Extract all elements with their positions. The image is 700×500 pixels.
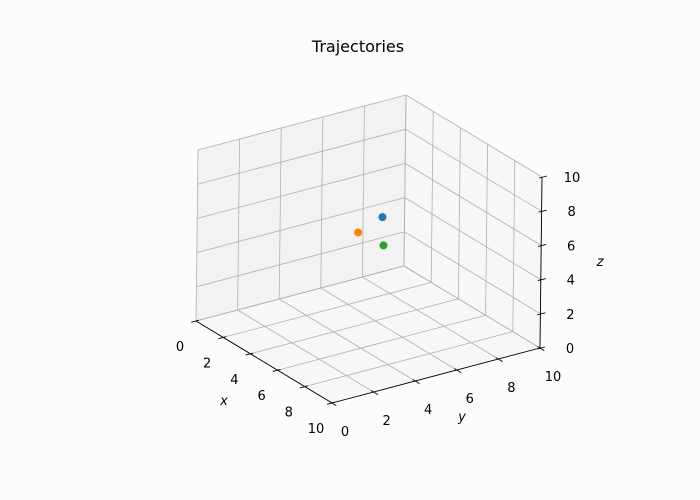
grid-line-x-side: [485, 144, 488, 316]
grid-line-x-side: [430, 111, 434, 283]
grid-line-z-back: [197, 94, 407, 151]
data-point-series-2: [354, 228, 363, 237]
y-tick: [329, 401, 337, 406]
grid-line-z-side: [405, 94, 543, 178]
z-tick-label: 6: [567, 239, 575, 254]
grid-line-y-floor: [237, 309, 374, 393]
pane-side-xz: [404, 95, 542, 348]
grid-line-z-side: [405, 128, 542, 212]
z-tick: [538, 243, 547, 247]
y-tick-label: 8: [507, 381, 515, 396]
grid-lines: [195, 94, 543, 404]
grid-line-z-back: [197, 128, 406, 185]
x-tick: [272, 368, 281, 372]
grid-line-z-back: [197, 163, 406, 219]
axis-lines: [195, 176, 543, 404]
z-tick-label: 8: [567, 205, 575, 220]
grid-line-x-side: [512, 160, 516, 332]
x-axis-label: x: [219, 394, 228, 409]
x-tick: [299, 385, 308, 389]
x-tick-label: 0: [176, 340, 184, 355]
z-axis-label: z: [596, 255, 605, 270]
grid-line-x-floor: [223, 282, 432, 338]
grid-line-y-back: [362, 105, 365, 278]
grid-line-y-back: [403, 94, 407, 267]
grid-line-z-side: [404, 231, 541, 315]
grid-line-x-floor: [304, 331, 513, 387]
y-tick-label: 10: [545, 370, 562, 385]
y-tick: [412, 379, 420, 384]
y-tick-label: 0: [341, 425, 349, 440]
x-tick-label: 6: [257, 389, 265, 404]
grid-line-y-back: [278, 127, 282, 300]
grid-line-y-back: [195, 149, 199, 322]
data-point-series-1: [378, 213, 387, 222]
data-point-series-3: [379, 241, 388, 250]
x-tick-label: 4: [230, 373, 238, 388]
z-tick: [537, 278, 546, 282]
z-tick-label: 4: [567, 274, 575, 289]
y-tick: [453, 368, 462, 373]
grid-line-y-back: [237, 138, 240, 311]
grid-line-z-side: [403, 265, 541, 349]
pane-back-yz: [196, 95, 406, 321]
x-tick-label: 8: [285, 406, 293, 421]
y-tick-label: 2: [382, 414, 390, 429]
y-tick-label: 6: [466, 392, 474, 407]
x-axis-line: [195, 320, 333, 404]
y-axis-label: y: [457, 410, 466, 425]
x-tick-label: 2: [203, 356, 211, 371]
y-axis-line: [331, 347, 541, 404]
grid-line-x-floor: [277, 314, 486, 371]
grid-line-z-back: [196, 231, 405, 288]
grid-line-z-back: [195, 265, 405, 322]
y-tick: [370, 390, 379, 395]
tick-labels: 0 2 4 6 8 10 0 2 4 6 8 10 0 2 4 6 8 10: [176, 171, 580, 440]
grid-line-y-floor: [320, 287, 458, 371]
chart-title: Trajectories: [311, 37, 404, 56]
grid-line-z-side: [404, 163, 542, 246]
axis-labels: x y z: [219, 255, 604, 425]
z-tick-label: 0: [566, 342, 574, 357]
y-tick: [537, 346, 545, 351]
z-tick: [536, 346, 546, 350]
x-tick: [327, 401, 336, 405]
x-tick: [191, 319, 200, 323]
z-tick: [538, 209, 547, 213]
grid-line-x-side: [458, 127, 461, 299]
grid-line-y-floor: [278, 298, 416, 382]
grid-line-z-back: [196, 197, 405, 253]
grid-line-y-floor: [362, 276, 499, 360]
z-tick-label: 2: [566, 308, 574, 323]
y-tick: [495, 357, 503, 362]
x-tick: [218, 336, 227, 340]
z-axis-line: [539, 176, 543, 349]
y-tick-label: 4: [424, 403, 432, 418]
z-tick: [538, 175, 548, 179]
z-tick-label: 10: [564, 171, 581, 186]
tick-marks: [191, 175, 548, 406]
x-tick-label: 10: [308, 422, 325, 437]
grid-line-z-side: [404, 197, 542, 280]
grid-line-y-back: [320, 116, 324, 289]
data-points: [354, 213, 388, 250]
grid-line-x-floor: [250, 298, 459, 355]
x-tick: [245, 352, 254, 356]
z-tick: [537, 312, 546, 316]
